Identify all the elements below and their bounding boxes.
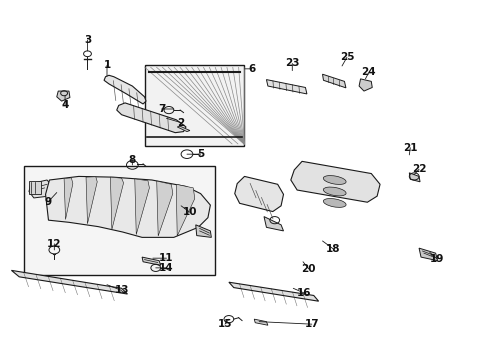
Bar [24,166,215,275]
Text: 6: 6 [248,64,255,74]
Polygon shape [117,103,185,133]
Text: 21: 21 [402,143,417,153]
Polygon shape [290,161,379,202]
Ellipse shape [323,176,346,184]
Polygon shape [157,181,172,236]
Polygon shape [408,173,419,182]
Text: 1: 1 [103,60,110,70]
Polygon shape [110,177,123,229]
Text: 5: 5 [197,149,204,159]
Text: 14: 14 [159,263,173,273]
Polygon shape [195,225,211,237]
Text: 23: 23 [285,58,299,68]
Polygon shape [176,184,194,236]
Polygon shape [64,178,73,220]
Text: 10: 10 [182,207,197,217]
Bar [144,65,244,146]
Text: 19: 19 [429,254,444,264]
Text: 3: 3 [84,35,91,45]
Polygon shape [254,319,267,325]
Polygon shape [11,270,127,294]
Ellipse shape [323,187,346,196]
Text: 25: 25 [339,52,353,62]
Text: 9: 9 [45,197,52,207]
Text: 17: 17 [304,319,319,329]
Text: 24: 24 [361,67,375,77]
Text: 11: 11 [159,253,173,263]
Polygon shape [135,179,149,234]
Text: 13: 13 [114,285,129,296]
Text: 15: 15 [217,319,232,329]
Polygon shape [29,180,52,198]
Text: 8: 8 [128,154,136,165]
Polygon shape [418,248,437,261]
Polygon shape [45,176,210,237]
Polygon shape [57,91,70,101]
Polygon shape [234,176,283,212]
Polygon shape [322,74,345,88]
Text: 22: 22 [411,164,426,174]
Polygon shape [266,80,306,94]
Ellipse shape [323,198,346,207]
Text: 12: 12 [47,239,61,249]
Polygon shape [358,79,371,91]
Polygon shape [86,177,97,224]
Text: 7: 7 [158,104,165,114]
Polygon shape [264,217,283,231]
Polygon shape [29,181,41,194]
Text: 20: 20 [301,264,315,274]
Polygon shape [104,75,146,104]
Polygon shape [142,257,160,265]
Text: 2: 2 [177,118,184,128]
Text: 16: 16 [296,288,310,298]
Text: 18: 18 [325,244,340,254]
Polygon shape [177,126,189,132]
Polygon shape [228,282,318,301]
Text: 4: 4 [61,100,69,110]
